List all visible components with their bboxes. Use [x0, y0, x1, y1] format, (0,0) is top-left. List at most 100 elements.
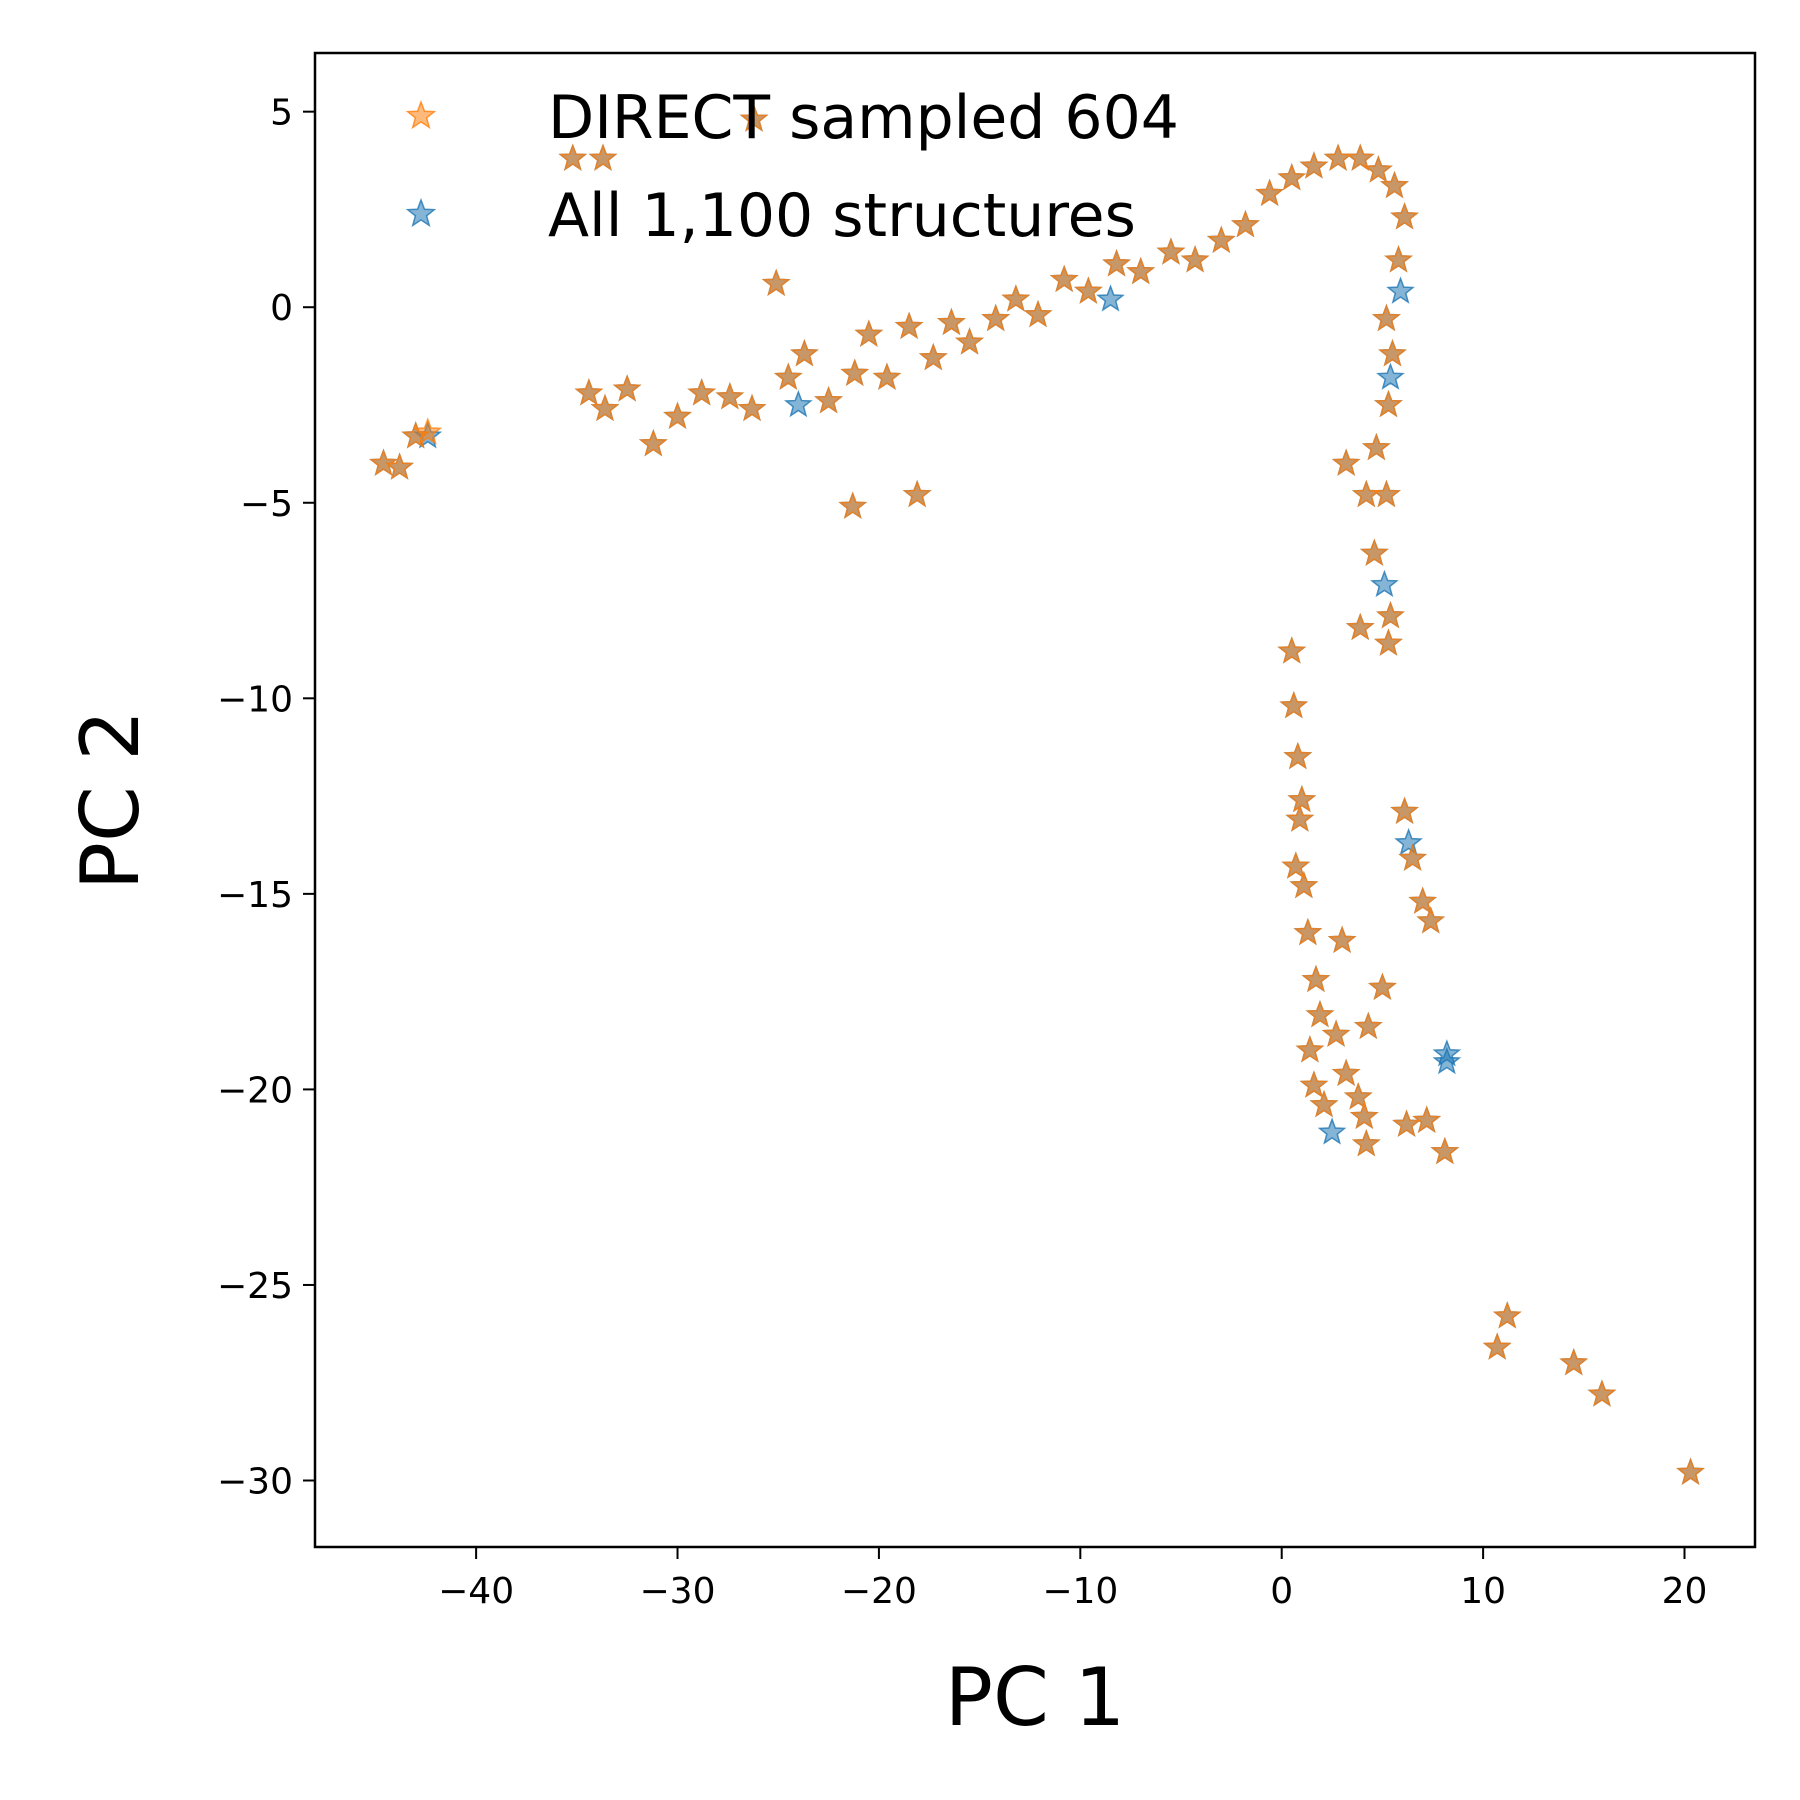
direct-sampled-point	[1374, 389, 1403, 418]
direct-sampled-point	[1492, 1301, 1522, 1329]
direct-sampled-point	[715, 382, 745, 410]
direct-sampled-point	[1392, 1109, 1421, 1137]
all-structures-point	[1386, 276, 1415, 304]
direct-sampled-point	[612, 374, 642, 402]
y-tick-label: −30	[217, 1462, 293, 1503]
direct-sampled-point	[789, 339, 819, 367]
direct-sampled-point	[1559, 1348, 1589, 1376]
direct-sampled-point	[590, 393, 620, 422]
direct-sampled-point	[773, 362, 803, 390]
legend-marker-direct	[405, 99, 437, 130]
direct-sampled-point	[1398, 843, 1428, 871]
direct-sampled-point	[369, 448, 398, 476]
direct-sampled-point	[1001, 284, 1031, 312]
direct-sampled-point	[1281, 851, 1311, 879]
direct-sampled-point	[1206, 225, 1236, 253]
direct-sampled-point	[638, 428, 668, 457]
direct-sampled-point	[1349, 1101, 1379, 1130]
direct-sampled-point	[918, 342, 948, 371]
direct-sampled-point	[814, 385, 843, 414]
direct-sampled-point	[1073, 276, 1103, 304]
direct-sampled-point	[737, 393, 767, 422]
x-tick-label: 0	[1270, 1571, 1293, 1612]
direct-sampled-point	[739, 104, 769, 132]
direct-sampled-point	[588, 143, 618, 171]
direct-sampled-point	[1309, 1089, 1339, 1118]
direct-sampled-point	[1279, 690, 1309, 719]
x-axis-label: PC 1	[945, 1651, 1125, 1744]
plot-border	[313, 51, 1757, 1549]
y-tick-label: −20	[217, 1070, 293, 1111]
direct-sampled-point	[663, 401, 692, 429]
y-tick-label: 0	[270, 288, 293, 329]
direct-sampled-point	[1299, 151, 1329, 179]
direct-sampled-point	[1359, 538, 1389, 566]
direct-sampled-point	[687, 378, 717, 406]
all-structures-point	[1432, 1046, 1462, 1075]
x-tick-label: 10	[1460, 1571, 1506, 1612]
direct-sampled-point	[1023, 299, 1053, 328]
direct-sampled-point	[1277, 163, 1307, 191]
direct-sampled-point	[1255, 178, 1285, 207]
direct-sampled-point	[1390, 202, 1419, 230]
direct-sampled-point	[902, 479, 932, 508]
y-axis: 5 0 −5 −10 −15 −20 −25 −30	[217, 93, 315, 1503]
legend-item-direct: DIRECT sampled 604	[405, 83, 1179, 153]
all-structures-point	[1096, 284, 1125, 312]
direct-sampled-point	[1331, 1058, 1361, 1087]
x-axis: −40 −30 −20 −10 0 10 20	[438, 1547, 1707, 1612]
legend-label-direct: DIRECT sampled 604	[548, 83, 1179, 153]
direct-sampled-point	[1353, 1011, 1383, 1040]
direct-sampled-point	[1372, 303, 1401, 332]
direct-sampled-point	[1384, 245, 1413, 273]
direct-sampled-point	[1102, 249, 1131, 277]
x-tick-label: −10	[1042, 1571, 1118, 1612]
direct-sampled-point	[1299, 1070, 1329, 1098]
y-tick-label: 5	[270, 93, 293, 134]
direct-sampled-point	[1305, 999, 1335, 1028]
direct-sampled-point	[1363, 155, 1393, 183]
direct-sampled-point	[761, 268, 791, 297]
legend-item-all: All 1,100 structures	[405, 181, 1136, 251]
direct-sampled-point	[1287, 784, 1317, 813]
direct-sampled-point	[1126, 256, 1156, 285]
direct-sampled-point	[1301, 964, 1331, 993]
direct-sampled-point	[1368, 972, 1397, 1000]
all-structures-point	[1376, 362, 1405, 390]
direct-sampled-point	[1331, 448, 1361, 476]
direct-sampled-point	[1380, 170, 1409, 199]
direct-sampled-point	[1676, 1457, 1705, 1485]
direct-sampled-point	[1376, 601, 1405, 629]
all-structures-point	[1370, 569, 1399, 598]
direct-sampled-point	[413, 417, 443, 445]
direct-sampled-point	[385, 452, 414, 480]
direct-sampled-point	[1180, 245, 1210, 273]
direct-sampled-point	[1412, 1105, 1442, 1133]
direct-sampled-point	[1372, 479, 1401, 508]
series-direct-sampled	[369, 104, 1705, 1485]
y-tick-label: −10	[217, 679, 293, 720]
direct-sampled-point	[840, 358, 870, 386]
all-structures-point	[1317, 1117, 1347, 1145]
y-tick-label: −15	[217, 875, 293, 916]
direct-sampled-point	[1345, 143, 1375, 171]
direct-sampled-point	[1374, 628, 1403, 656]
direct-sampled-point	[1378, 339, 1407, 367]
direct-sampled-point	[1343, 1082, 1373, 1110]
direct-sampled-point	[937, 307, 966, 336]
x-tick-label: 20	[1662, 1571, 1708, 1612]
direct-sampled-point	[955, 327, 984, 355]
direct-sampled-point	[1327, 925, 1357, 954]
direct-sampled-point	[1361, 432, 1391, 461]
direct-sampled-point	[1430, 1136, 1460, 1165]
direct-sampled-point	[838, 491, 868, 519]
y-axis-label: PC 2	[64, 710, 157, 890]
direct-sampled-point	[1283, 741, 1313, 770]
direct-sampled-point	[981, 303, 1011, 332]
x-tick-label: −30	[640, 1571, 716, 1612]
x-tick-label: −20	[841, 1571, 917, 1612]
legend: DIRECT sampled 604 All 1,100 structures	[405, 83, 1179, 251]
direct-sampled-point	[1408, 886, 1438, 914]
plot-background	[315, 53, 1755, 1547]
